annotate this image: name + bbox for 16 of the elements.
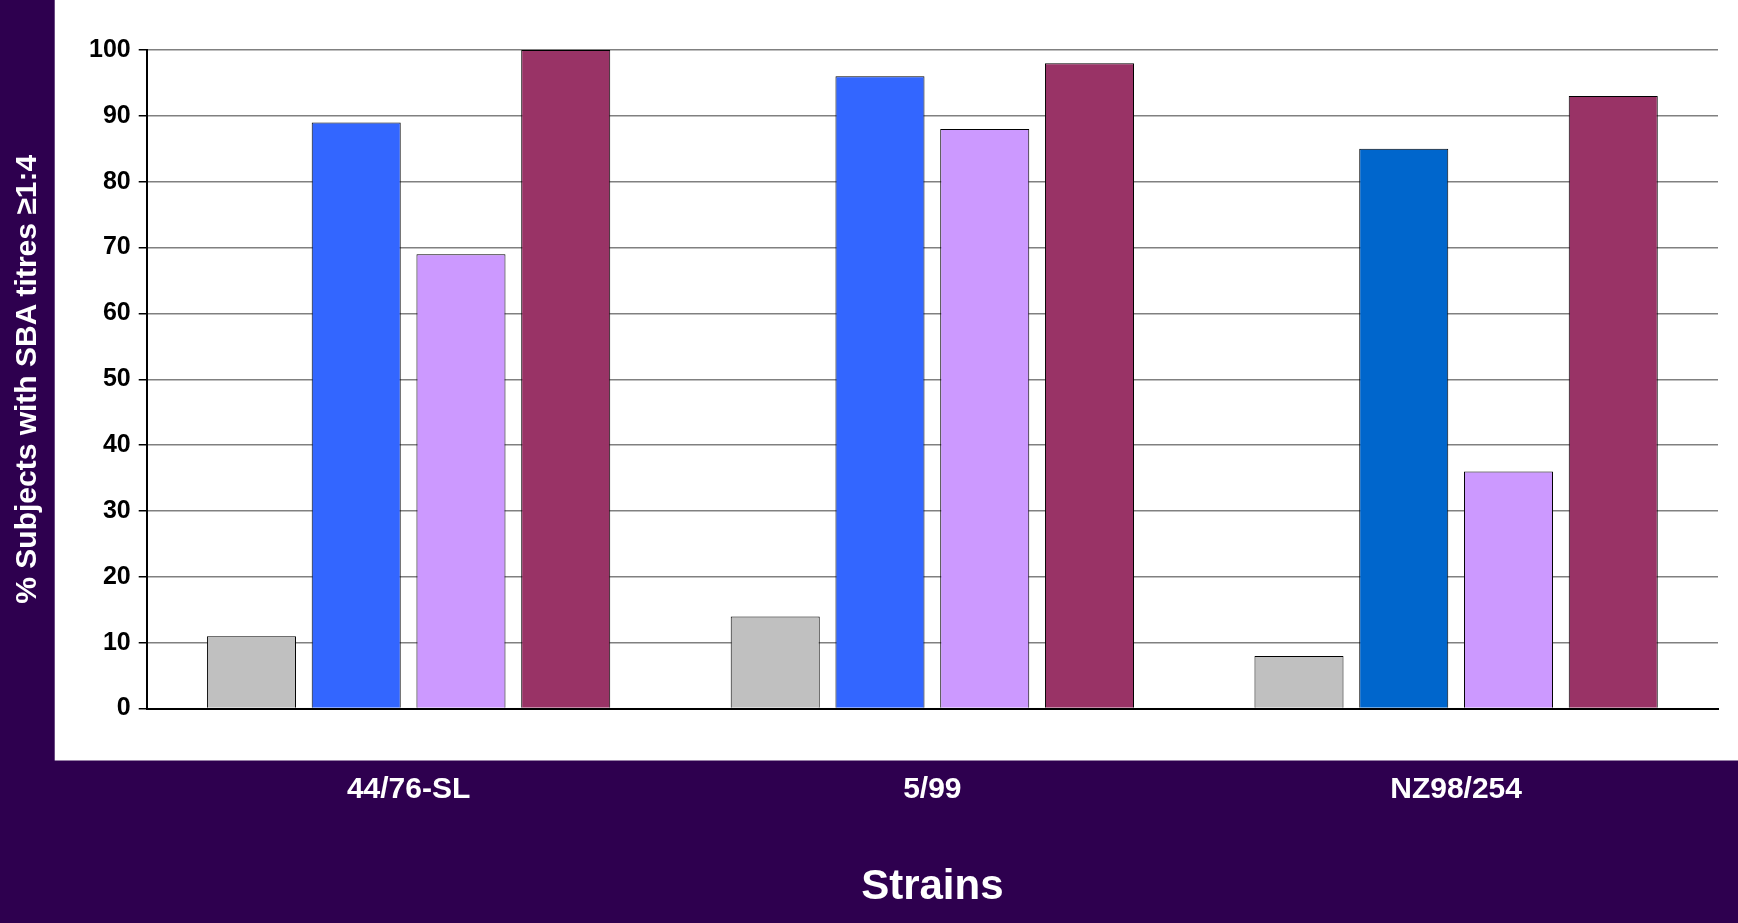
x-tick-label: 5/99 (903, 770, 962, 804)
y-tick-label: 40 (102, 429, 131, 458)
y-tick-label: 70 (102, 231, 131, 260)
y-axis-title: % Subjects with SBA titres ≥1:4 (9, 154, 43, 604)
x-tick-label: 44/76-SL (346, 770, 471, 804)
y-tick-label: 100 (88, 33, 131, 62)
x-axis-title: Strains (861, 861, 1004, 909)
x-tick-label: NZ98/254 (1390, 770, 1523, 804)
y-tick-label: 90 (102, 99, 131, 128)
y-tick-label: 30 (102, 494, 131, 523)
y-tick-label: 50 (102, 363, 131, 392)
y-tick-label: 0 (116, 692, 131, 721)
y-tick-label: 10 (102, 626, 131, 655)
y-tick-label: 60 (102, 297, 131, 326)
y-tick-label: 80 (102, 165, 131, 194)
y-tick-label: 20 (102, 560, 131, 589)
